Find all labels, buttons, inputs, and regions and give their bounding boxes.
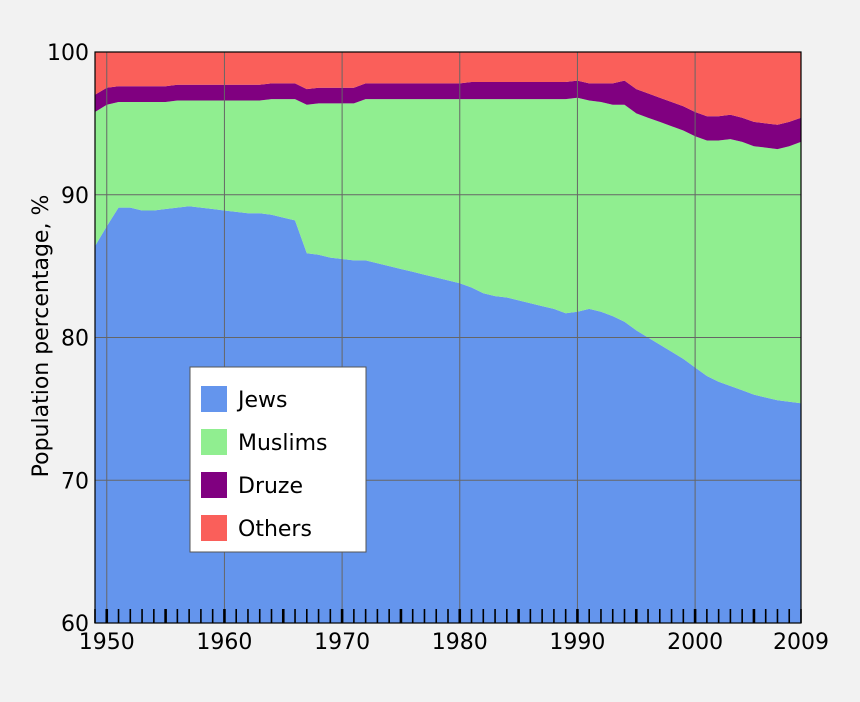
area-muslims — [95, 97, 801, 404]
y-tick-labels: 60 70 80 90 100 — [47, 41, 89, 637]
legend-swatch-jews — [201, 386, 227, 412]
legend-label-muslims: Muslims — [238, 431, 328, 456]
y-axis-label: Population percentage, % — [29, 195, 54, 478]
x-tick-labels: 1950 1960 1970 1980 1990 2000 2009 — [79, 630, 829, 655]
legend-swatch-muslims — [201, 429, 227, 455]
y-tick-label-60: 60 — [61, 612, 89, 637]
y-tick-label-90: 90 — [61, 184, 89, 209]
legend-label-others: Others — [238, 517, 312, 542]
x-tick-label-2009: 2009 — [773, 630, 829, 655]
y-tick-label-80: 80 — [61, 327, 89, 352]
legend-swatch-druze — [201, 472, 227, 498]
legend-label-jews: Jews — [236, 388, 287, 413]
x-tick-label-1960: 1960 — [196, 630, 252, 655]
legend: Jews Muslims Druze Others — [189, 366, 367, 553]
x-tick-label-1980: 1980 — [432, 630, 488, 655]
x-tick-label-1970: 1970 — [314, 630, 370, 655]
y-tick-label-70: 70 — [61, 469, 89, 494]
x-tick-label-1950: 1950 — [79, 630, 135, 655]
area-druze — [95, 80, 801, 150]
legend-label-druze: Druze — [238, 474, 303, 499]
x-tick-label-1990: 1990 — [549, 630, 605, 655]
x-tick-label-2000: 2000 — [667, 630, 723, 655]
legend-swatch-others — [201, 515, 227, 541]
y-tick-label-100: 100 — [47, 41, 89, 66]
area-others — [95, 52, 801, 125]
x-minor-ticks — [94, 609, 802, 623]
